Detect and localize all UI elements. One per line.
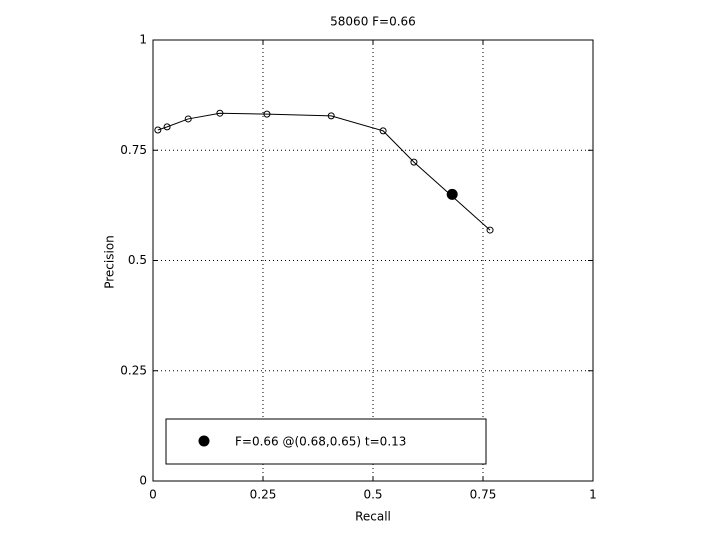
plot-frame bbox=[152, 39, 594, 482]
pr-point bbox=[263, 110, 271, 118]
pr-point bbox=[216, 109, 224, 117]
best-point bbox=[446, 188, 458, 200]
pr-point bbox=[410, 158, 418, 166]
y-tick-label: 1 bbox=[139, 33, 147, 47]
x-tick-label: 1 bbox=[589, 488, 597, 502]
chart-title: 58060 F=0.66 bbox=[330, 15, 416, 29]
x-tick-label: 0 bbox=[149, 488, 157, 502]
pr-point bbox=[184, 115, 192, 123]
pr-point bbox=[154, 126, 162, 134]
legend-marker bbox=[198, 435, 210, 447]
y-tick-label: 0.25 bbox=[120, 363, 147, 377]
y-axis-label: Precision bbox=[103, 235, 117, 289]
y-tick-label: 0.75 bbox=[120, 143, 147, 157]
legend-text: F=0.66 @(0.68,0.65) t=0.13 bbox=[235, 435, 406, 449]
pr-point bbox=[327, 112, 335, 120]
x-axis-label: Recall bbox=[355, 510, 391, 524]
y-tick-label: 0.5 bbox=[128, 253, 147, 267]
x-tick-label: 0.75 bbox=[470, 488, 497, 502]
x-tick-label: 0.25 bbox=[250, 488, 277, 502]
x-tick-label: 0.5 bbox=[363, 488, 382, 502]
pr-point bbox=[163, 123, 171, 131]
pr-curve bbox=[157, 112, 491, 231]
pr-point bbox=[486, 226, 494, 234]
pr-point bbox=[379, 127, 387, 135]
legend-box bbox=[165, 418, 487, 465]
y-tick-label: 0 bbox=[139, 474, 147, 488]
